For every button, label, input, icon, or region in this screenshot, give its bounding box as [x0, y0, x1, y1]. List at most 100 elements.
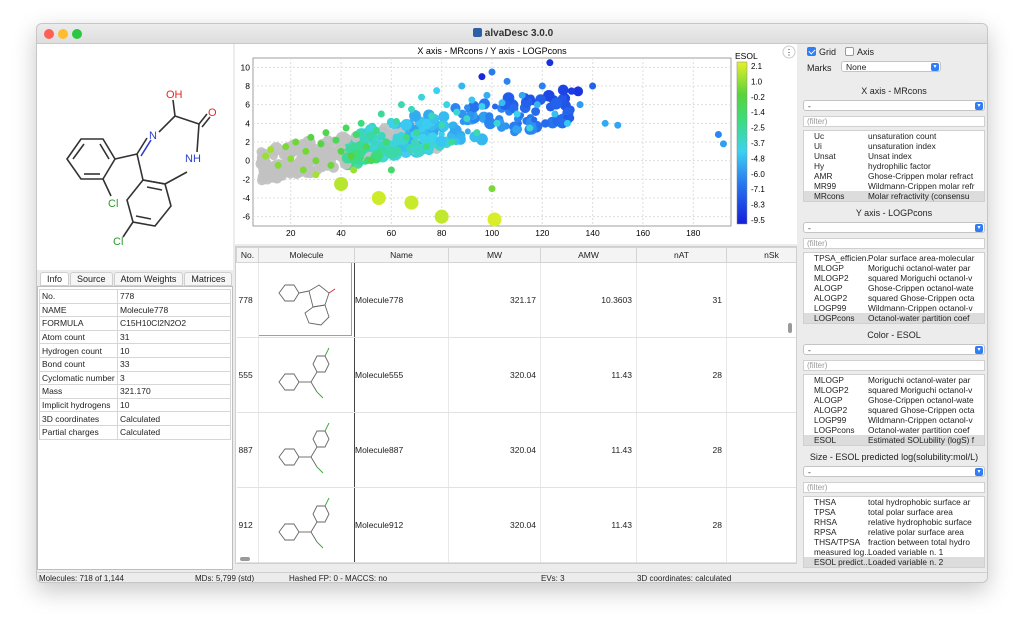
scatter-point[interactable] — [337, 147, 345, 155]
scatter-point[interactable] — [468, 100, 480, 113]
scatter-point[interactable] — [513, 110, 521, 118]
list-item[interactable]: ALOGP2 squared Ghose-Crippen octa — [804, 293, 984, 303]
close-window-button[interactable] — [44, 29, 54, 39]
scatter-point[interactable] — [531, 107, 541, 116]
tab-source[interactable]: Source — [70, 272, 113, 286]
list-item[interactable]: RPSA relative polar surface area — [804, 527, 984, 537]
scatter-point[interactable] — [576, 101, 584, 109]
scatter-point[interactable] — [434, 209, 449, 224]
molecule-grid-pane[interactable]: No. Molecule Name MW AMW nAT nSk 778 Molecule77… — [235, 246, 797, 564]
scatter-point[interactable] — [428, 112, 436, 120]
axis-checkbox-icon[interactable] — [845, 47, 854, 56]
scatter-point[interactable] — [382, 138, 390, 146]
scatter-point[interactable] — [278, 172, 287, 181]
color-descriptor-select[interactable]: - ▾ — [803, 344, 985, 355]
scatter-point[interactable] — [286, 148, 295, 157]
table-row[interactable]: 887 Molecule887 320.04 11.43 28 — [236, 412, 796, 488]
scatter-point[interactable] — [377, 131, 386, 141]
list-item[interactable]: LOGP99 Wildmann-Crippen octanol-v — [804, 303, 984, 313]
scatter-point[interactable] — [435, 135, 447, 148]
scatter-point[interactable] — [261, 173, 273, 185]
scatter-point[interactable] — [322, 129, 330, 137]
list-item[interactable]: THSA total hydrophobic surface ar — [804, 497, 984, 507]
chart-options-button[interactable] — [782, 45, 796, 59]
column-header-no[interactable]: No. — [236, 247, 259, 263]
scatter-point[interactable] — [366, 131, 375, 140]
scatter-point[interactable] — [392, 133, 401, 142]
molecule-structure-view[interactable]: N NH O OH Cl Cl — [37, 44, 233, 270]
scatter-point[interactable] — [542, 89, 555, 102]
scatter-point[interactable] — [367, 157, 375, 165]
scatter-point[interactable] — [421, 118, 432, 130]
scatter-point[interactable] — [371, 191, 386, 205]
scatter-point[interactable] — [379, 146, 387, 154]
list-item[interactable]: ALOGP Ghose-Crippen octanol-wate — [804, 283, 984, 293]
list-item[interactable]: AMR Ghose-Crippen molar refract — [804, 171, 984, 181]
scatter-point[interactable] — [427, 132, 438, 143]
list-item[interactable]: ALOGP2 squared Ghose-Crippen octa — [804, 405, 984, 415]
scatter-point[interactable] — [377, 110, 385, 118]
list-item[interactable]: MLOGP Moriguchi octanol-water par — [804, 263, 984, 273]
scatter-point[interactable] — [267, 145, 275, 153]
scatter-chart-pane[interactable]: X axis - MRcons / Y axis - LOGPcons 20 40 6… — [235, 44, 797, 244]
list-item[interactable]: THSA/TPSA fraction between total hydro — [804, 537, 984, 547]
scatter-point[interactable] — [334, 177, 349, 191]
scatter-point[interactable] — [478, 103, 486, 111]
scatter-point[interactable] — [400, 119, 413, 131]
scatter-point[interactable] — [464, 104, 471, 111]
molecule-grid[interactable]: No. Molecule Name MW AMW nAT nSk 778 Molecule77… — [236, 247, 796, 563]
scatter-point[interactable] — [384, 147, 397, 159]
scatter-point[interactable] — [488, 185, 496, 193]
scatter-point[interactable] — [433, 87, 441, 95]
list-item[interactable]: Ui unsaturation index — [804, 141, 984, 151]
grid-vertical-scrollbar[interactable] — [788, 323, 792, 333]
scatter-point[interactable] — [573, 86, 584, 97]
scatter-point[interactable] — [372, 127, 380, 135]
scatter-point[interactable] — [285, 162, 299, 177]
scatter-point[interactable] — [567, 87, 576, 95]
scatter-point[interactable] — [269, 151, 278, 161]
scatter-point[interactable] — [438, 121, 446, 129]
scatter-point[interactable] — [402, 133, 410, 141]
scatter-point[interactable] — [307, 133, 315, 141]
y-axis-filter-input[interactable]: (filter) — [803, 238, 985, 249]
list-item[interactable]: MRcons Molar refractivity (consensu — [804, 191, 984, 201]
x-axis-descriptor-list[interactable]: Uc unsaturation count Ui unsaturation index… — [803, 130, 985, 202]
marks-select[interactable]: None ▾ — [841, 61, 941, 72]
scatter-point[interactable] — [491, 103, 498, 110]
scatter-point[interactable] — [274, 161, 282, 169]
scatter-point[interactable] — [412, 145, 425, 158]
scatter-point[interactable] — [498, 99, 506, 107]
scatter-point[interactable] — [327, 161, 335, 169]
scatter-point[interactable] — [468, 96, 476, 104]
scatter-point[interactable] — [557, 84, 569, 96]
scatter-point[interactable] — [719, 140, 727, 148]
zoom-window-button[interactable] — [72, 29, 82, 39]
list-item[interactable]: RHSA relative hydrophobic surface — [804, 517, 984, 527]
scatter-point[interactable] — [299, 166, 307, 174]
table-row[interactable]: 555 Molecule555 320.04 11.43 28 — [236, 337, 796, 413]
scatter-point[interactable] — [350, 166, 358, 174]
list-item[interactable]: measured log... Loaded variable n. 1 — [804, 547, 984, 557]
grid-horizontal-scrollbar[interactable] — [240, 557, 250, 561]
scatter-point[interactable] — [485, 112, 494, 121]
column-header-nat[interactable]: nAT — [636, 247, 727, 263]
column-header-mw[interactable]: MW — [448, 247, 541, 263]
list-item[interactable]: Uc unsaturation count — [804, 131, 984, 141]
scatter-point[interactable] — [563, 119, 571, 127]
scatter-point[interactable] — [312, 157, 320, 165]
scatter-point[interactable] — [484, 117, 497, 130]
list-item[interactable]: MLOGP Moriguchi octanol-water par — [804, 375, 984, 385]
scatter-point[interactable] — [358, 131, 366, 140]
scatter-point[interactable] — [448, 138, 456, 146]
scatter-point[interactable] — [458, 82, 466, 90]
list-item[interactable]: ALOGP Ghose-Crippen octanol-wate — [804, 395, 984, 405]
scatter-point[interactable] — [423, 143, 431, 151]
column-header-name[interactable]: Name — [354, 247, 449, 263]
scatter-point[interactable] — [614, 121, 622, 129]
scatter-point[interactable] — [342, 124, 350, 132]
scatter-point[interactable] — [478, 73, 486, 81]
scatter-point[interactable] — [292, 138, 300, 146]
scatter-point[interactable] — [526, 124, 534, 132]
scatter-point[interactable] — [332, 136, 340, 144]
